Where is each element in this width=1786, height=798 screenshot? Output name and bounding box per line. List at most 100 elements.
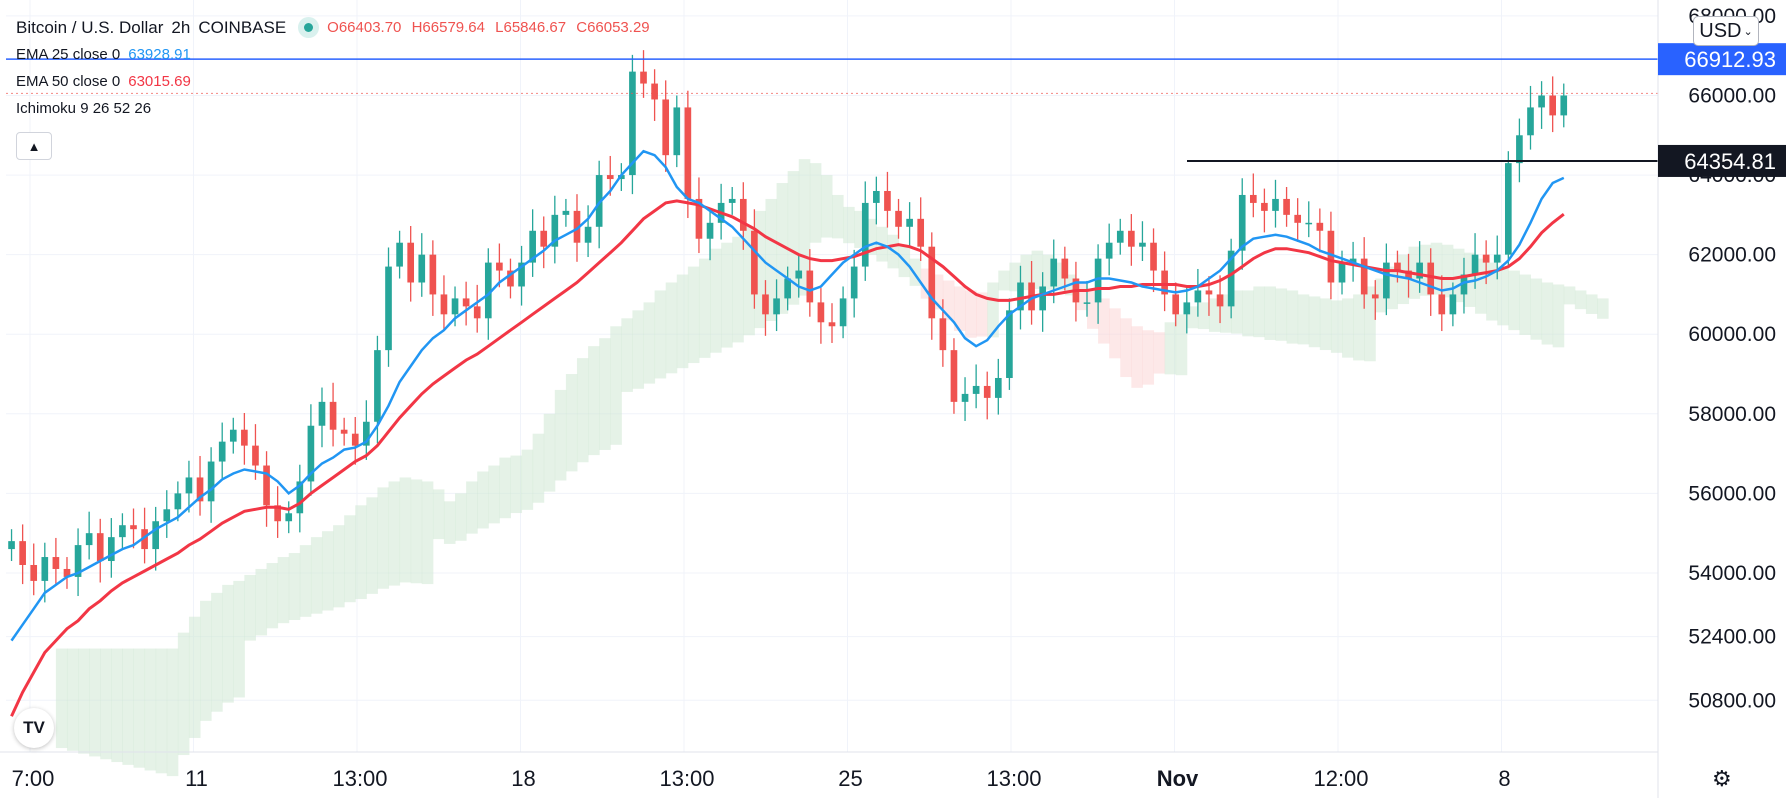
candle-body xyxy=(540,230,548,247)
currency-select[interactable]: USD ⌄ xyxy=(1693,16,1759,46)
candle-body xyxy=(983,385,991,398)
price-tick-label: 54000.00 xyxy=(1688,562,1776,585)
candle-body xyxy=(241,429,248,446)
cloud-segment xyxy=(1397,254,1410,305)
cloud-segment xyxy=(78,648,90,754)
candle-body xyxy=(961,393,969,402)
cloud-segment xyxy=(1585,294,1598,314)
candle-body xyxy=(1371,294,1379,299)
cloud-segment xyxy=(321,531,334,611)
chart-legend: Bitcoin / U.S. Dollar 2h COINBASE O66403… xyxy=(16,14,656,122)
cloud-segment xyxy=(1042,254,1055,290)
candle-body xyxy=(396,242,403,267)
candle-body xyxy=(728,198,736,203)
candle-body xyxy=(839,298,847,327)
cloud-segment xyxy=(998,270,1010,291)
chevron-down-icon: ⌄ xyxy=(1743,25,1753,38)
indicator-label: Ichimoku 9 26 52 26 xyxy=(16,100,152,117)
cloud-segment xyxy=(1286,290,1299,344)
candle-body xyxy=(518,262,525,287)
cloud-segment xyxy=(1364,286,1376,362)
candle-body xyxy=(1050,258,1058,287)
candle-body xyxy=(1416,262,1423,279)
cloud-segment xyxy=(255,568,268,636)
cloud-segment xyxy=(432,489,445,540)
candle-body xyxy=(1272,198,1279,211)
candle-body xyxy=(1482,254,1490,263)
candle-body xyxy=(595,175,603,227)
symbol-interval[interactable]: 2h xyxy=(171,18,191,37)
indicator-ichimoku[interactable]: Ichimoku 9 26 52 26 xyxy=(16,95,656,122)
candle-body xyxy=(994,377,1002,398)
ohlc-values: O66403.70 H66579.64 L65846.67 C66053.29 xyxy=(327,14,655,41)
cloud-segment xyxy=(155,648,168,774)
cloud-segment xyxy=(100,648,112,760)
candle-body xyxy=(462,298,470,307)
candle-body xyxy=(773,298,780,315)
candle-body xyxy=(662,99,670,156)
cloud-segment xyxy=(1031,250,1044,289)
cloud-segment xyxy=(1175,314,1188,376)
cloud-segment xyxy=(443,501,456,544)
indicator-label: EMA 25 close 0 xyxy=(16,46,121,63)
cloud-segment xyxy=(710,248,722,353)
currency-label: USD xyxy=(1699,19,1742,42)
ichimoku-cloud xyxy=(55,159,1609,777)
candle-body xyxy=(1360,258,1368,295)
candle-body xyxy=(351,433,359,446)
candle-body xyxy=(684,107,692,199)
cloud-segment xyxy=(1386,266,1398,310)
candle-body xyxy=(1516,135,1523,164)
candle-body xyxy=(1227,250,1235,307)
cloud-segment xyxy=(1020,254,1033,291)
time-axis: 7:00 11 13:00 18 13:00 25 13:00 Nov 12:00 8 xyxy=(0,751,1658,791)
candle-body xyxy=(207,461,215,502)
cloud-segment xyxy=(188,616,201,738)
candle-body xyxy=(85,533,93,546)
cloud-segment xyxy=(1164,322,1177,375)
cloud-segment xyxy=(1153,332,1166,374)
candle-body xyxy=(407,242,415,283)
candle-body xyxy=(706,222,714,239)
cloud-segment xyxy=(1242,290,1254,337)
chevron-up-icon: ▲ xyxy=(27,138,41,154)
cloud-segment xyxy=(809,163,822,243)
cloud-segment xyxy=(953,286,966,331)
candle-body xyxy=(19,541,26,565)
indicator-ema50[interactable]: EMA 50 close 0 63015.69 xyxy=(16,68,656,95)
cloud-segment xyxy=(1297,294,1310,345)
candle-body xyxy=(1527,107,1534,136)
candle-body xyxy=(1094,258,1102,303)
candle-body xyxy=(972,385,980,394)
ema25-line xyxy=(10,149,1565,642)
cloud-segment xyxy=(621,318,633,392)
candle-body xyxy=(307,425,315,482)
candle-body xyxy=(1105,242,1113,259)
candle-body xyxy=(751,230,758,295)
collapse-legend-button[interactable]: ▲ xyxy=(16,132,52,160)
cloud-segment xyxy=(1330,300,1343,353)
candle-body xyxy=(939,318,947,351)
cloud-segment xyxy=(1319,298,1332,351)
cloud-segment xyxy=(1186,306,1199,329)
indicator-ema25[interactable]: EMA 25 close 0 63928.91 xyxy=(16,41,656,68)
cloud-segment xyxy=(144,648,157,771)
candle-body xyxy=(828,322,836,327)
candle-body xyxy=(274,505,281,522)
cloud-segment xyxy=(166,648,179,777)
cloud-segment xyxy=(510,455,523,514)
cloud-segment xyxy=(765,198,778,321)
cloud-segment xyxy=(488,465,500,524)
tradingview-logo[interactable]: TV xyxy=(14,708,54,748)
cloud-segment xyxy=(1142,330,1155,385)
candle-body xyxy=(1161,270,1168,295)
cloud-segment xyxy=(610,326,622,445)
cloud-segment xyxy=(1519,274,1531,335)
candle-body xyxy=(1316,222,1324,231)
candle-body xyxy=(1294,214,1301,223)
candle-body xyxy=(296,481,304,514)
cloud-segment xyxy=(909,258,922,286)
cloud-segment xyxy=(942,280,955,321)
gear-icon[interactable]: ⚙ xyxy=(1712,766,1732,791)
